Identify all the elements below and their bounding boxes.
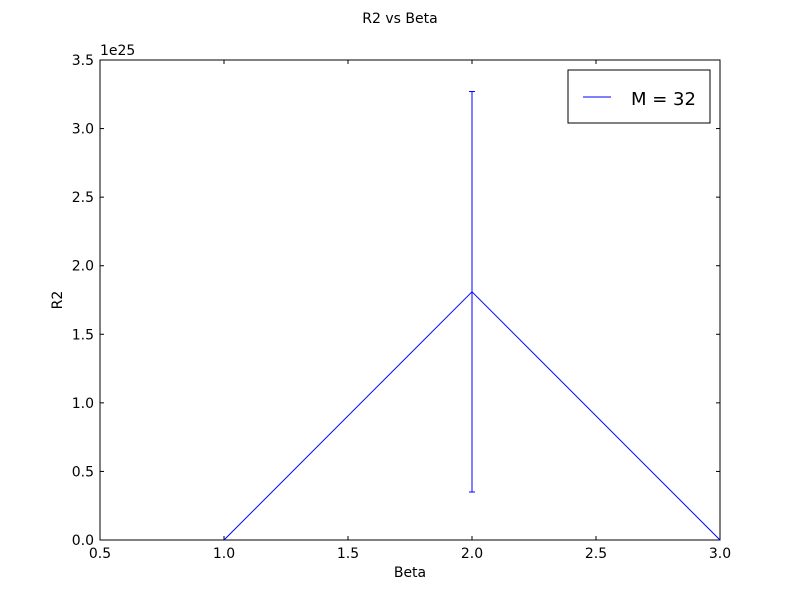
x-tick-label: 1.0 — [213, 546, 235, 562]
y-tick-label: 0.0 — [72, 533, 94, 549]
y-tick-label: 3.5 — [72, 53, 94, 69]
y-axis-ticks: 0.0 0.5 1.0 1.5 2.0 2.5 3.0 3.5 — [72, 53, 720, 549]
x-tick-label: 2.5 — [585, 546, 607, 562]
y-tick-label: 1.5 — [72, 327, 94, 343]
x-tick-label: 2.0 — [461, 546, 483, 562]
x-axis-label: Beta — [394, 565, 426, 581]
x-tick-label: 1.5 — [337, 546, 359, 562]
y-axis-label: R2 — [50, 291, 66, 310]
plot-area: 0.5 1.0 1.5 2.0 2.5 3.0 0.00.51.01.52.02.53.0… — [72, 53, 731, 562]
chart-title: R2 vs Beta — [362, 11, 437, 27]
y-tick-label: 1.0 — [72, 396, 94, 412]
y-offset-label: 1e25 — [100, 43, 135, 59]
x-tick-label: 3.0 — [709, 546, 731, 562]
series-layer — [223, 91, 721, 541]
y-tick-label: 0.5 — [72, 464, 94, 480]
legend-label: M = 32 — [631, 89, 696, 110]
legend: M = 32 — [567, 69, 711, 124]
plot-frame — [99, 59, 721, 541]
x-tick-label: 0.5 — [89, 546, 111, 562]
y-tick-label: 3.0 — [72, 122, 94, 138]
y-tick-label: 2.5 — [72, 190, 94, 206]
y-tick-label: 2.0 — [72, 259, 94, 275]
x-axis-ticks: 0.5 1.0 1.5 2.0 2.5 3.0 — [89, 60, 731, 562]
